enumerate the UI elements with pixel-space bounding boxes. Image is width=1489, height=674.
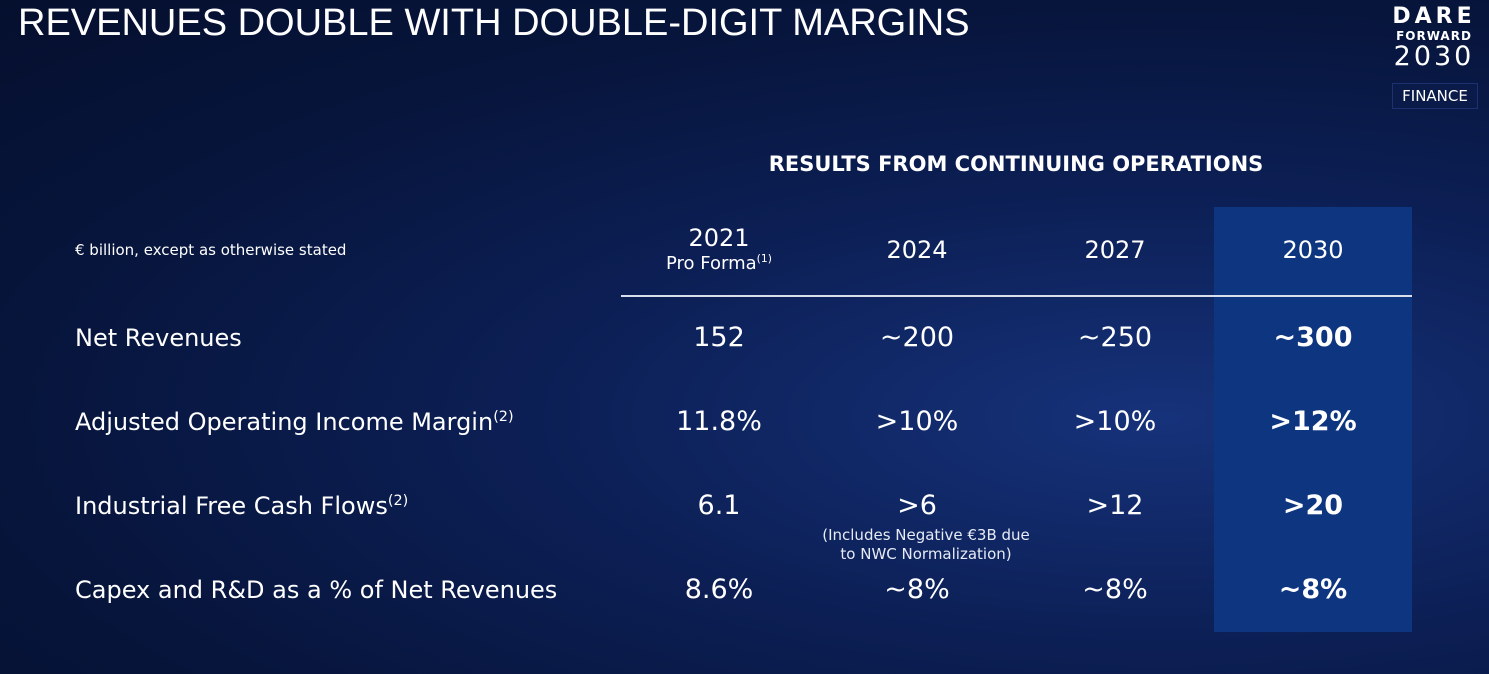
nwc-normalization-note: (Includes Negative €3B due to NWC Normal… <box>800 526 1052 564</box>
cell-aoi-margin-2021: 11.8% <box>676 406 762 437</box>
cell-net-revenues-2021: 152 <box>693 322 745 353</box>
cell-capex-rd-2027: ~8% <box>1082 574 1148 605</box>
cell-aoi-margin-2024: >10% <box>875 406 959 437</box>
column-year: 2021 <box>688 224 750 252</box>
column-year: 2027 <box>1084 236 1146 264</box>
cell-net-revenues-2027: ~250 <box>1077 322 1153 353</box>
column-header-2030: 2030 <box>1214 235 1412 265</box>
cell-net-revenues-2024: ~200 <box>879 322 955 353</box>
cell-aoi-margin-2030: >12% <box>1269 406 1357 437</box>
logo-line-1: DARE <box>1392 4 1476 29</box>
logo-line-2: FORWARD <box>1396 29 1472 43</box>
footnote-marker: (2) <box>387 493 409 509</box>
footnote-marker: (2) <box>493 409 514 425</box>
row-label-industrial-free-cash-flows: Industrial Free Cash Flows(2) <box>75 492 409 520</box>
cell-aoi-margin-2027: >10% <box>1073 406 1157 437</box>
column-header-2024: 2024 <box>818 235 1016 265</box>
cell-ifcf-2027: >12 <box>1086 490 1144 521</box>
note-line-1: (Includes Negative €3B due <box>822 526 1030 544</box>
cell-capex-rd-2030: ~8% <box>1278 574 1348 605</box>
cell-ifcf-2024: >6 <box>897 490 937 521</box>
units-note: € billion, except as otherwise stated <box>75 241 347 259</box>
footnote-marker: (1) <box>756 252 772 265</box>
slide-title: REVENUES DOUBLE WITH DOUBLE-DIGIT MARGIN… <box>18 2 970 44</box>
logo-line-3: 2030 <box>1393 41 1475 72</box>
column-header-2021: 2021 Pro Forma(1) <box>620 223 818 275</box>
dare-forward-logo: DARE FORWARD 2030 <box>1390 6 1478 71</box>
cell-capex-rd-2024: ~8% <box>884 574 950 605</box>
row-label-adjusted-operating-income-margin: Adjusted Operating Income Margin(2) <box>75 408 514 436</box>
column-year: 2030 <box>1282 236 1344 264</box>
cell-net-revenues-2030: ~300 <box>1273 322 1353 353</box>
column-subtitle: Pro Forma(1) <box>666 252 772 274</box>
highlight-column-2030 <box>1214 207 1412 632</box>
note-line-2: to NWC Normalization) <box>840 545 1012 563</box>
header-divider <box>621 295 1412 297</box>
row-label-net-revenues: Net Revenues <box>75 324 242 352</box>
column-header-2027: 2027 <box>1016 235 1214 265</box>
section-heading: RESULTS FROM CONTINUING OPERATIONS <box>768 152 1264 176</box>
cell-ifcf-2021: 6.1 <box>697 490 741 521</box>
row-label-capex-rd: Capex and R&D as a % of Net Revenues <box>75 576 558 604</box>
cell-ifcf-2030: >20 <box>1282 490 1344 521</box>
cell-capex-rd-2021: 8.6% <box>684 574 754 605</box>
column-year: 2024 <box>886 236 948 264</box>
finance-badge: FINANCE <box>1392 83 1478 109</box>
